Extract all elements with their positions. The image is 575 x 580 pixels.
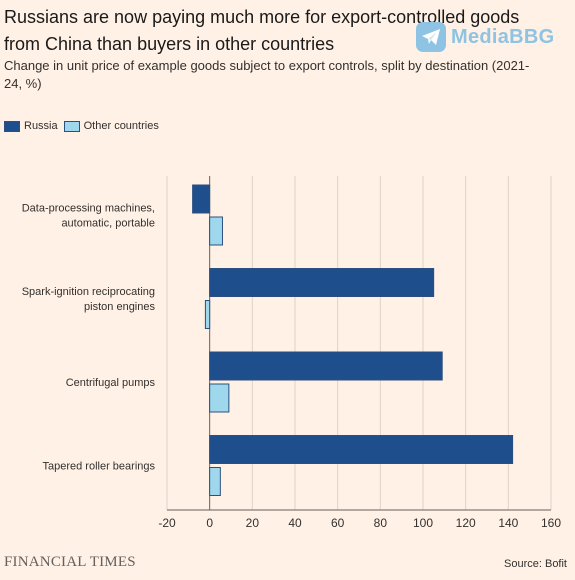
legend-label-other-countries: Other countries (83, 120, 159, 132)
legend-swatch-russia (4, 120, 20, 132)
x-tick-label-3: 40 (288, 516, 302, 530)
watermark: MediaBBG (416, 20, 555, 54)
bar-other-countries-0 (209, 216, 223, 246)
bar-russia-2 (209, 351, 443, 381)
x-tick-label-6: 100 (413, 516, 433, 530)
x-tick-label-2: 20 (246, 516, 260, 530)
category-label-1: Spark-ignition reciprocating piston engin… (22, 286, 156, 313)
bar-russia-1 (209, 268, 435, 297)
chart-legend: Russia Other countries (4, 120, 165, 132)
publisher-logo: FINANCIAL TIMES (4, 554, 136, 570)
telegram-icon (416, 22, 446, 52)
legend-label-russia: Russia (24, 120, 58, 132)
watermark-text: MediaBBG (451, 25, 555, 48)
category-label-line: Spark-ignition reciprocating (22, 286, 155, 298)
bar-other-countries-3 (209, 467, 221, 496)
x-tick-label-4: 60 (331, 516, 345, 530)
bar-other-countries-2 (209, 383, 230, 413)
bar-russia-0 (192, 184, 211, 214)
category-label-line: automatic, portable (61, 218, 155, 230)
x-tick-label-9: 160 (541, 516, 561, 530)
legend-item-other-countries: Other countries (63, 120, 159, 132)
chart-subtitle: Change in unit price of example goods su… (4, 58, 530, 91)
category-label-line: piston engines (84, 301, 155, 313)
x-tick-label-1: 0 (206, 516, 213, 530)
category-label-0: Data-processing machines, automatic, port… (22, 203, 155, 230)
chart-title: Russians are now paying much more for ex… (4, 7, 520, 54)
category-label-line: Centrifugal pumps (66, 377, 156, 389)
x-tick-label-5: 80 (374, 516, 388, 530)
x-tick-label-0: -20 (158, 516, 176, 530)
bar-other-countries-1 (204, 300, 211, 329)
category-label-line: Data-processing machines, (22, 203, 155, 215)
bar-russia-3 (209, 435, 514, 464)
chart-source: Source: Bofit (504, 558, 567, 570)
category-label-line: Tapered roller bearings (42, 461, 155, 473)
x-tick-label-7: 120 (456, 516, 476, 530)
x-tick-label-8: 140 (498, 516, 518, 530)
category-label-3: Tapered roller bearings (42, 461, 155, 473)
legend-item-russia: Russia (4, 120, 58, 132)
legend-swatch-other-countries (63, 120, 80, 132)
category-label-2: Centrifugal pumps (66, 377, 156, 389)
